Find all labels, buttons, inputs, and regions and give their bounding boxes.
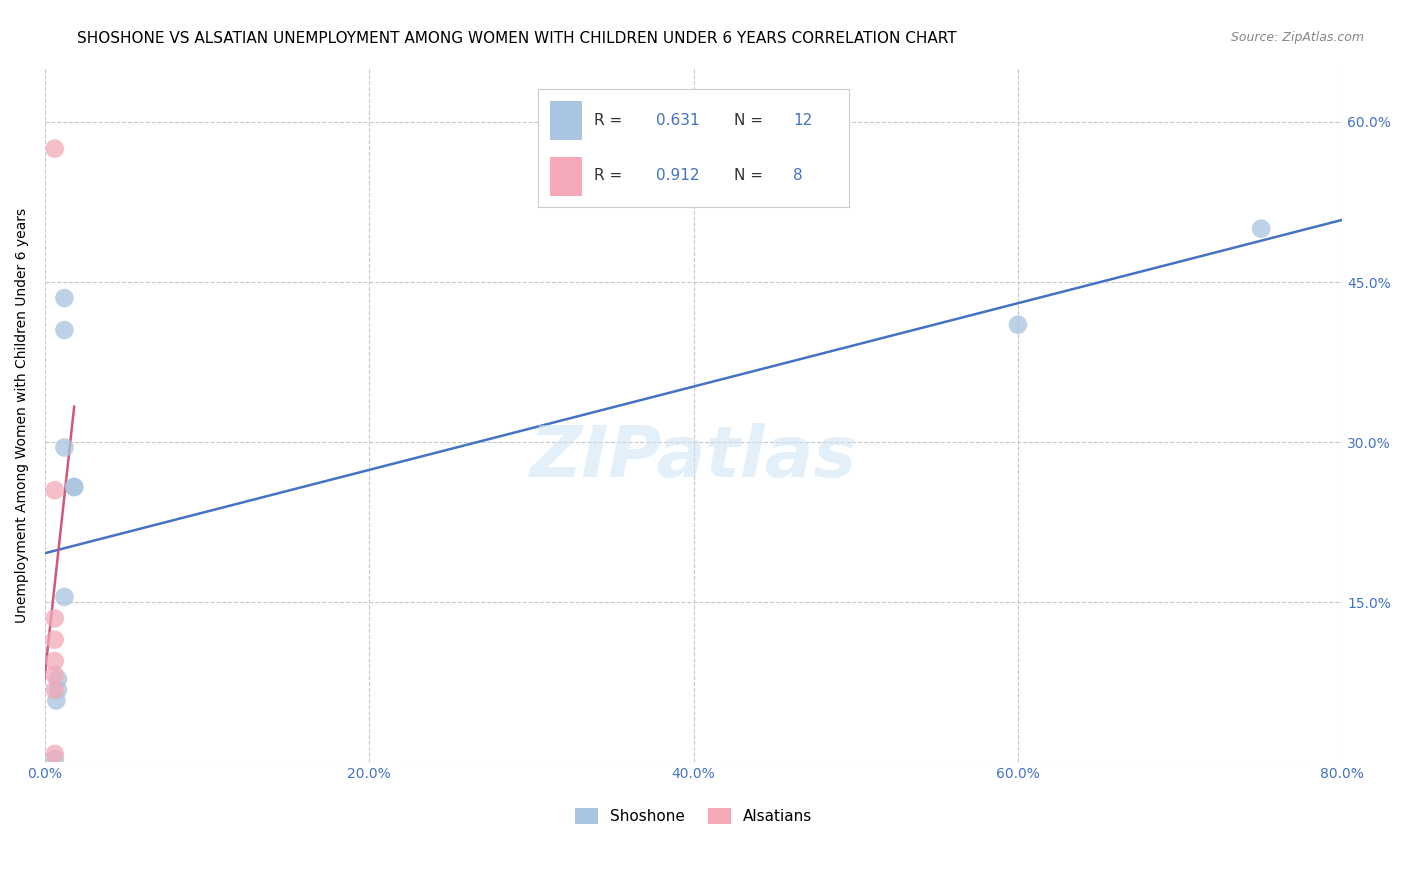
Point	[45, 693, 67, 707]
Point	[1250, 221, 1272, 235]
Point	[44, 483, 66, 498]
Text: Source: ZipAtlas.com: Source: ZipAtlas.com	[1230, 31, 1364, 45]
Point	[53, 291, 76, 305]
Y-axis label: Unemployment Among Women with Children Under 6 years: Unemployment Among Women with Children U…	[15, 208, 30, 623]
Text: ZIPatlas: ZIPatlas	[530, 423, 858, 491]
Text: SHOSHONE VS ALSATIAN UNEMPLOYMENT AMONG WOMEN WITH CHILDREN UNDER 6 YEARS CORREL: SHOSHONE VS ALSATIAN UNEMPLOYMENT AMONG …	[77, 31, 957, 46]
Point	[44, 654, 66, 668]
Point	[53, 590, 76, 604]
Point	[44, 752, 66, 766]
Point	[63, 480, 86, 494]
Point	[44, 142, 66, 156]
Point	[44, 632, 66, 647]
Point	[44, 682, 66, 697]
Point	[46, 672, 69, 686]
Point	[63, 480, 86, 494]
Point	[44, 668, 66, 682]
Point	[1007, 318, 1029, 332]
Legend: Shoshone, Alsatians: Shoshone, Alsatians	[575, 808, 813, 824]
Point	[53, 323, 76, 337]
Point	[46, 682, 69, 697]
Point	[53, 441, 76, 455]
Point	[44, 747, 66, 761]
Point	[44, 611, 66, 625]
